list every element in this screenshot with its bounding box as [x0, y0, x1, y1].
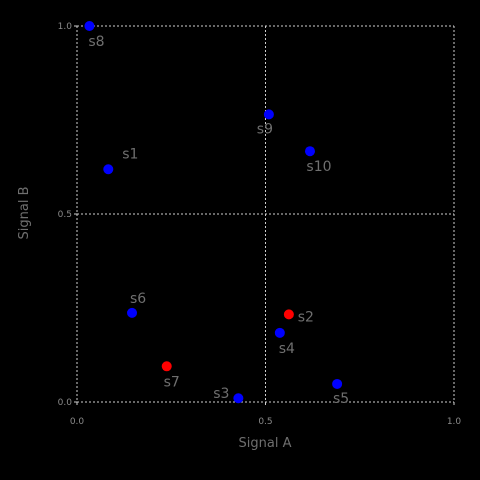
data-point-s1: [103, 164, 114, 175]
data-points: [84, 21, 343, 404]
data-point-s5: [332, 378, 343, 389]
y-tick-label: 1.0: [58, 22, 73, 32]
data-point-s8: [84, 21, 95, 31]
point-label-s1: s1: [122, 146, 138, 162]
grid: [76, 25, 455, 403]
point-label-s6: s6: [130, 291, 146, 307]
point-label-s4: s4: [279, 341, 295, 357]
data-point-s9: [263, 109, 274, 120]
point-labels: s1 s2 s3 s4 s5 s6 s7 s8 s9 s10: [88, 34, 349, 407]
y-tick-label: 0.5: [58, 210, 72, 220]
point-label-s10: s10: [306, 159, 331, 175]
point-label-s9: s9: [257, 121, 273, 137]
point-label-s5: s5: [333, 391, 349, 407]
point-label-s2: s2: [298, 309, 314, 325]
axis-ticks: 0.0 0.5 1.0 0.0 0.5 1.0: [58, 22, 462, 427]
point-label-s7: s7: [164, 374, 180, 390]
point-label-s3: s3: [213, 386, 229, 402]
x-tick-label: 0.0: [70, 417, 85, 427]
x-tick-label: 0.5: [258, 417, 272, 427]
y-tick-label: 0.0: [58, 398, 73, 408]
x-tick-label: 1.0: [447, 417, 462, 427]
data-point-s4: [274, 327, 285, 338]
data-point-s6: [127, 307, 138, 318]
point-label-s8: s8: [88, 34, 104, 50]
data-point-s2: [283, 309, 294, 320]
x-axis-label: Signal A: [239, 436, 292, 451]
data-point-s3: [233, 393, 244, 404]
data-point-s10: [304, 146, 315, 157]
data-point-s7: [161, 361, 172, 372]
y-axis-label: Signal B: [17, 187, 32, 240]
